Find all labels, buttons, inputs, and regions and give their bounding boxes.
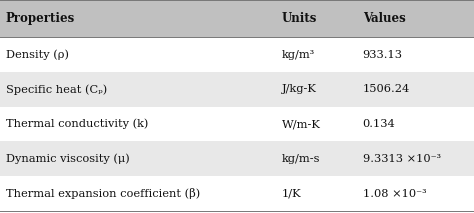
Text: Thermal expansion coefficient (β): Thermal expansion coefficient (β) xyxy=(6,188,200,199)
Text: 9.3313 ×10⁻³: 9.3313 ×10⁻³ xyxy=(363,154,441,164)
Bar xyxy=(0,37,474,72)
Text: Values: Values xyxy=(363,12,405,25)
Bar xyxy=(0,107,474,141)
Text: Units: Units xyxy=(282,12,318,25)
Text: Density (ρ): Density (ρ) xyxy=(6,49,69,60)
Text: J/kg-K: J/kg-K xyxy=(282,84,317,94)
Bar xyxy=(0,72,474,107)
Text: Dynamic viscosity (μ): Dynamic viscosity (μ) xyxy=(6,154,129,164)
Text: Specific heat (Cₚ): Specific heat (Cₚ) xyxy=(6,84,107,95)
Bar xyxy=(0,176,474,211)
Text: W/m-K: W/m-K xyxy=(282,119,321,129)
Text: 1/K: 1/K xyxy=(282,189,301,199)
Text: Thermal conductivity (k): Thermal conductivity (k) xyxy=(6,119,148,129)
Text: kg/m-s: kg/m-s xyxy=(282,154,320,164)
Text: kg/m³: kg/m³ xyxy=(282,50,315,60)
Text: 933.13: 933.13 xyxy=(363,50,402,60)
Text: 1506.24: 1506.24 xyxy=(363,84,410,94)
Bar xyxy=(0,141,474,176)
Bar xyxy=(0,0,474,37)
Text: 0.134: 0.134 xyxy=(363,119,395,129)
Text: Properties: Properties xyxy=(6,12,75,25)
Text: 1.08 ×10⁻³: 1.08 ×10⁻³ xyxy=(363,189,426,199)
